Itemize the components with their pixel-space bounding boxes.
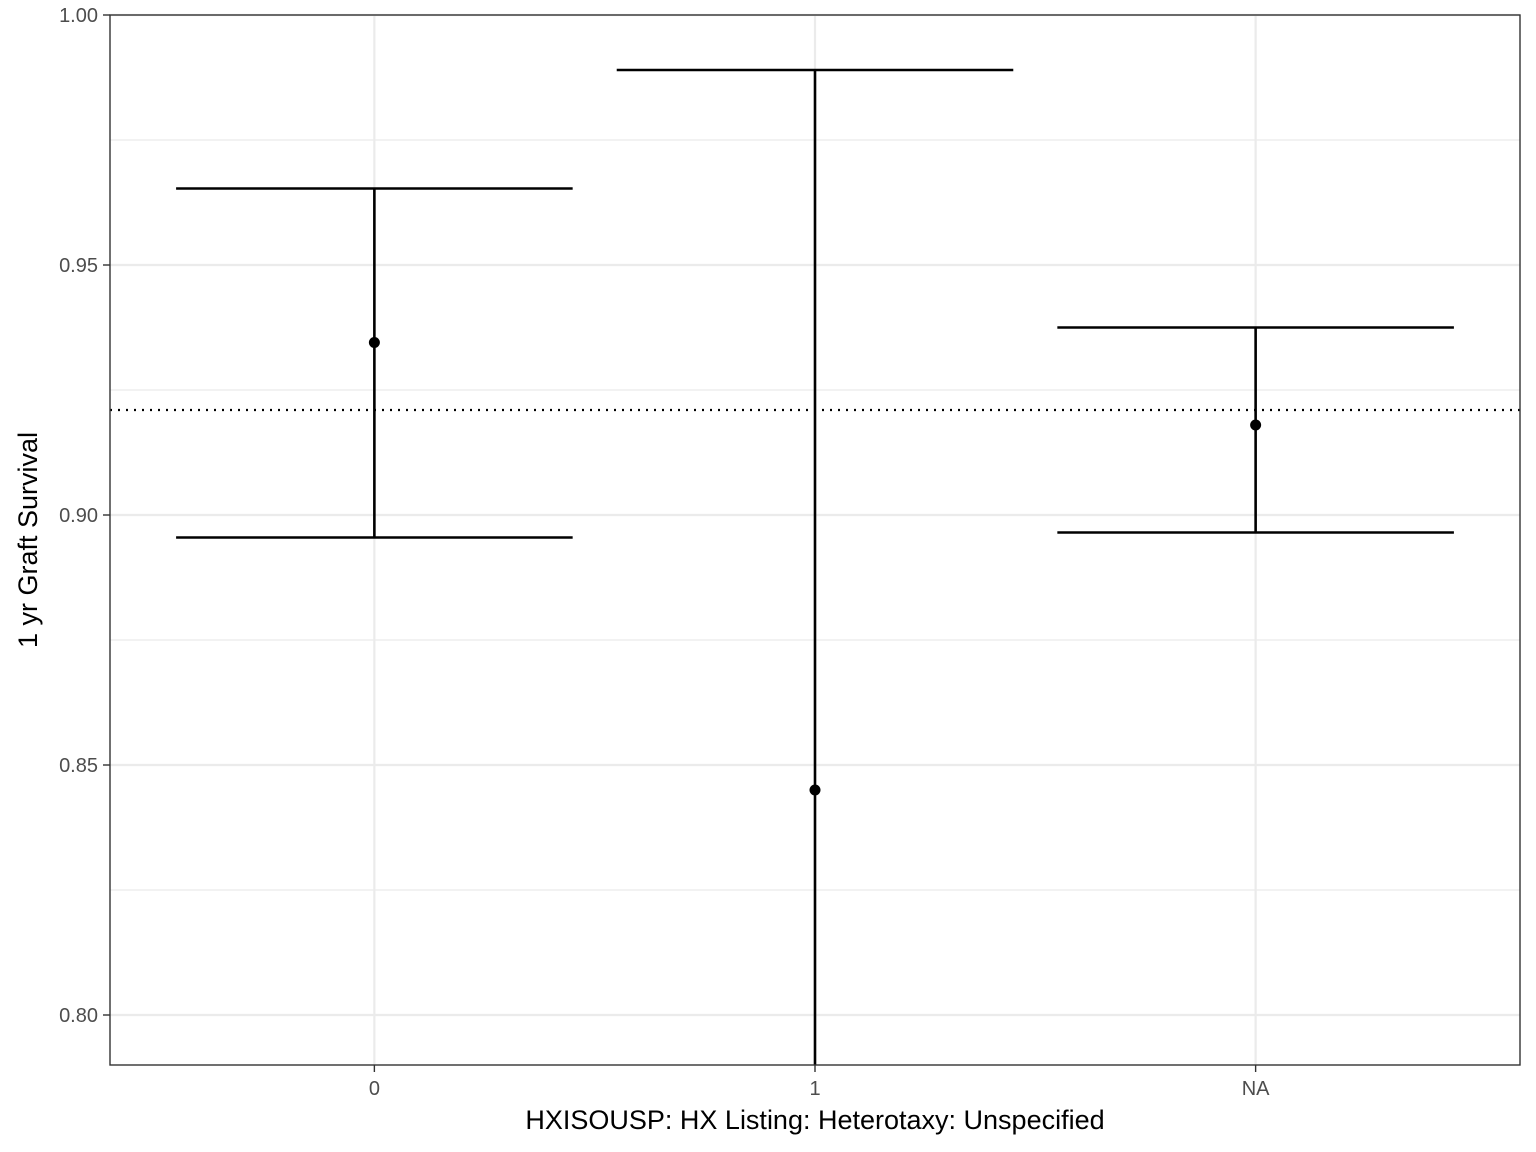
y-axis: 0.80 0.85 0.90 0.95 1.00 — [59, 5, 110, 1027]
x-axis: 0 1 NA — [369, 1065, 1270, 1100]
x-tick-label: 1 — [809, 1078, 820, 1100]
y-tick-label: 0.95 — [59, 255, 98, 277]
errorbar-clip-group — [176, 68, 1454, 1065]
estimate-point-1 — [809, 784, 821, 796]
y-tick-label: 0.80 — [59, 1005, 98, 1027]
x-tick-label: 0 — [369, 1078, 380, 1100]
y-tick-label: 0.90 — [59, 505, 98, 527]
x-tick-label: NA — [1242, 1078, 1270, 1100]
x-axis-title: HXISOUSP: HX Listing: Heterotaxy: Unspec… — [525, 1105, 1104, 1135]
errorbar-marks — [176, 68, 1454, 1065]
y-tick-label: 1.00 — [59, 5, 98, 27]
estimate-point-NA — [1250, 419, 1262, 431]
y-tick-label: 0.85 — [59, 755, 98, 777]
estimate-point-0 — [368, 337, 380, 348]
y-axis-title: 1 yr Graft Survival — [13, 432, 43, 648]
